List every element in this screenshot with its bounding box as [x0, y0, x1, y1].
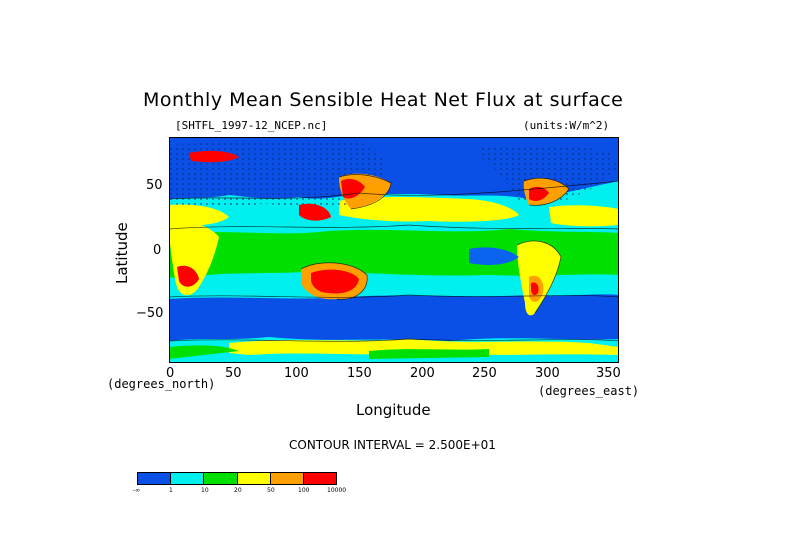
x-tick-0: 0: [166, 366, 175, 381]
units-label: (units:W/m^2): [523, 119, 610, 132]
colorbar-swatch-2: [171, 473, 205, 484]
colorbar-label-100: 100: [298, 487, 310, 494]
east-asia-red: [299, 203, 331, 221]
colorbar-swatch-1: [138, 473, 172, 484]
southern-ocean-band: [169, 294, 619, 341]
indian-ocean-green-ring: [169, 271, 619, 303]
colorbar-swatch-6: [303, 473, 337, 484]
y-axis-label: Latitude: [113, 222, 131, 284]
gulf-stream-red: [529, 186, 549, 201]
north-america-land: [479, 144, 619, 205]
east-pacific-blue: [469, 247, 519, 265]
x-axis-label: Longitude: [356, 401, 431, 419]
x-tick-250: 250: [472, 366, 497, 381]
x-tick-200: 200: [410, 366, 435, 381]
colorbar-label-20: 20: [234, 487, 242, 494]
colorbar-label-10000: 10000: [327, 487, 347, 494]
antarctic-green: [169, 345, 489, 359]
x-tick-300: 300: [535, 366, 560, 381]
y-tick-0: 0: [153, 243, 162, 258]
file-label: [SHTFL_1997-12_NCEP.nc]: [175, 119, 328, 132]
flux-map: [169, 137, 619, 363]
antarctic-yellow-strip: [229, 339, 619, 355]
africa-red: [177, 265, 199, 287]
x-left-note: (degrees_north): [107, 377, 216, 391]
colorbar-label-50: 50: [267, 487, 275, 494]
x-tick-50: 50: [225, 366, 242, 381]
kuroshio-red: [341, 179, 365, 199]
south-america-red: [531, 282, 539, 296]
y-tick-minus50: −50: [136, 306, 164, 321]
map-title: Monthly Mean Sensible Heat Net Flux at s…: [143, 89, 624, 111]
x-tick-150: 150: [347, 366, 372, 381]
colorbar-label-neg-inf: -∞: [133, 487, 141, 494]
north-pacific-yellow: [339, 197, 519, 222]
colorbar-swatch-3: [204, 473, 238, 484]
colorbar-swatch-5: [270, 473, 304, 484]
med-red: [189, 150, 239, 163]
x-tick-100: 100: [284, 366, 309, 381]
colorbar-label-10: 10: [201, 487, 209, 494]
colorbar-label-1: 1: [169, 487, 173, 494]
australia-red: [311, 269, 359, 294]
colorbar: [137, 472, 337, 485]
colorbar-swatch-4: [237, 473, 271, 484]
north-atlantic-yellow: [169, 204, 229, 226]
y-tick-50: 50: [146, 178, 163, 193]
x-tick-350: 350: [596, 366, 621, 381]
atlantic-yellow: [549, 205, 619, 227]
tropical-band: [169, 229, 619, 281]
contour-interval: CONTOUR INTERVAL = 2.500E+01: [289, 438, 496, 452]
x-right-note: (degrees_east): [538, 384, 640, 398]
